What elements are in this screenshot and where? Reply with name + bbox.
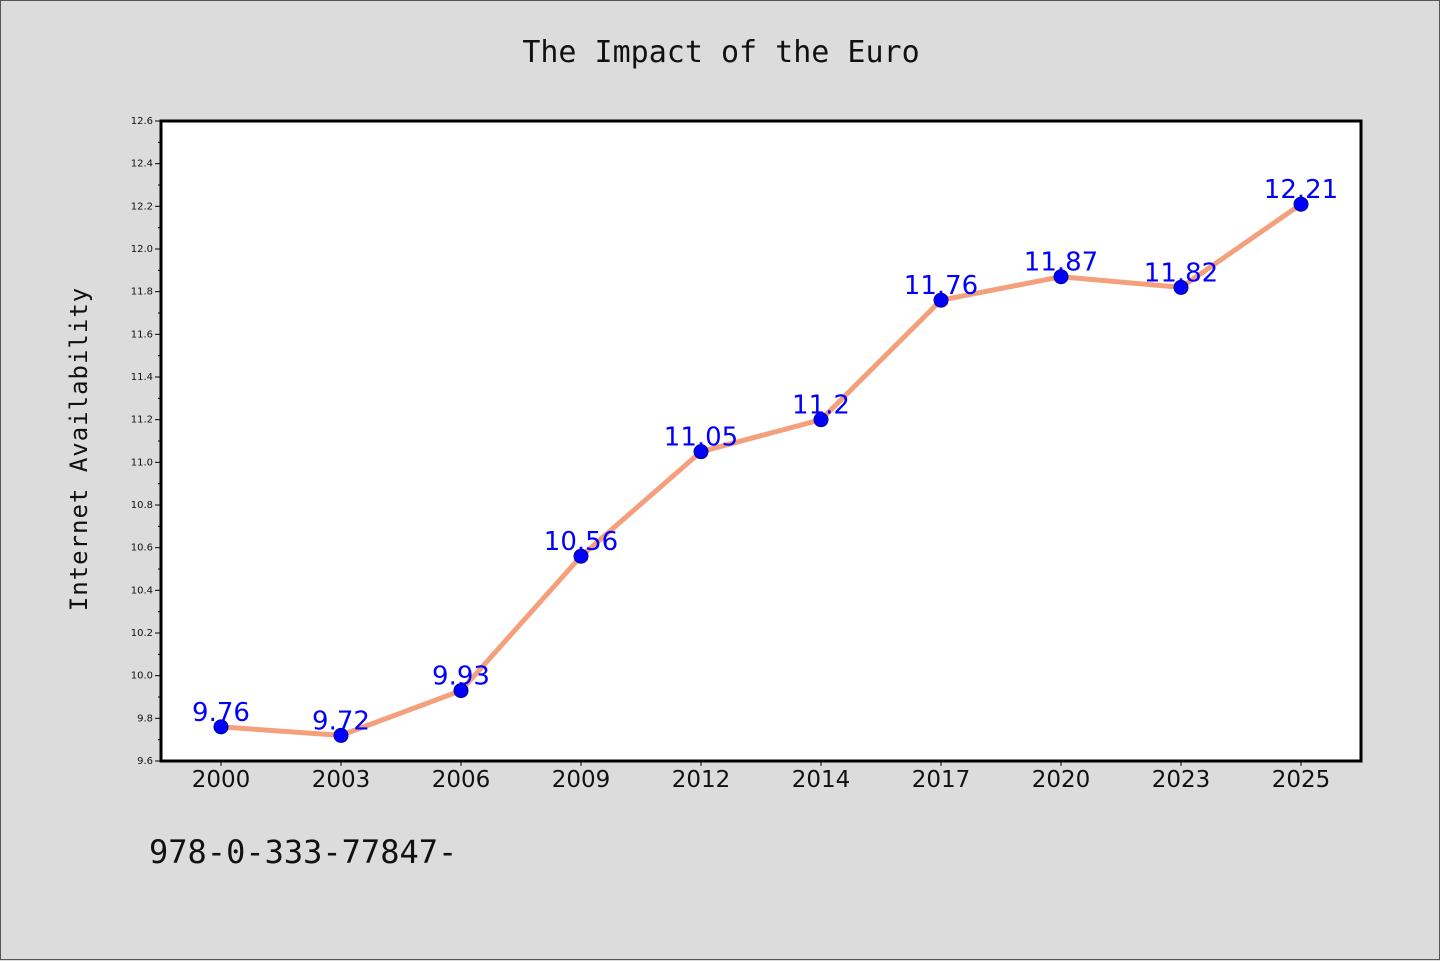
y-tick-label: 10.0 bbox=[131, 671, 153, 682]
x-tick-label: 2014 bbox=[792, 767, 851, 793]
x-tick-label: 2012 bbox=[672, 767, 731, 793]
x-axis: 2000 2003 2006 2009 2012 2014 2017 2020 2023 2025 bbox=[192, 761, 1331, 793]
y-tick-label: 10.4 bbox=[131, 585, 153, 596]
y-tick-label: 9.6 bbox=[137, 756, 153, 767]
data-point bbox=[573, 548, 589, 564]
y-tick-label: 11.2 bbox=[131, 415, 153, 426]
x-tick-label: 2003 bbox=[312, 767, 371, 793]
y-tick-label: 11.8 bbox=[131, 287, 153, 298]
x-tick-label: 2017 bbox=[912, 767, 971, 793]
y-tick-label: 11.6 bbox=[131, 329, 153, 340]
data-point bbox=[453, 683, 469, 699]
y-tick-label: 12.0 bbox=[131, 244, 153, 255]
x-tick-label: 2009 bbox=[552, 767, 611, 793]
data-point bbox=[213, 719, 229, 735]
y-tick-label: 12.4 bbox=[131, 159, 153, 170]
series-group: 9.76 9.72 9.93 10.56 11.05 11.2 11.76 11.87 11.8… bbox=[192, 175, 1338, 743]
x-tick-label: 2023 bbox=[1152, 767, 1211, 793]
x-tick-label: 2020 bbox=[1032, 767, 1091, 793]
y-axis: 9.6 9.8 10.0 10.2 10.4 10.6 10.8 11.0 11.2 11.4 11… bbox=[131, 116, 161, 767]
data-label: 11.05 bbox=[664, 423, 738, 453]
y-tick-label: 10.2 bbox=[131, 628, 153, 639]
data-label: 11.82 bbox=[1144, 258, 1218, 288]
y-tick-label: 12.6 bbox=[131, 116, 153, 127]
data-point bbox=[813, 412, 829, 428]
data-point bbox=[1173, 279, 1189, 295]
series-line bbox=[218, 201, 1304, 738]
plot-area bbox=[159, 119, 1363, 763]
x-tick-label: 2025 bbox=[1272, 767, 1331, 793]
data-point bbox=[333, 727, 349, 743]
data-point bbox=[933, 292, 949, 308]
data-point bbox=[1293, 196, 1309, 212]
chart-title: The Impact of the Euro bbox=[522, 35, 920, 70]
data-label: 12.21 bbox=[1264, 175, 1338, 205]
y-tick-label: 11.4 bbox=[131, 372, 153, 383]
data-label: 9.76 bbox=[192, 698, 250, 728]
data-point bbox=[1053, 269, 1069, 285]
caption-text: 978-0-333-77847- bbox=[149, 833, 458, 871]
data-label: 9.72 bbox=[312, 706, 370, 736]
x-tick-label: 2006 bbox=[432, 767, 491, 793]
data-label: 9.93 bbox=[432, 662, 490, 692]
data-point bbox=[693, 444, 709, 460]
y-tick-label: 10.8 bbox=[131, 500, 153, 511]
y-tick-label: 10.6 bbox=[131, 543, 153, 554]
x-tick-label: 2000 bbox=[192, 767, 251, 793]
y-axis-label: Internet Availability bbox=[65, 287, 93, 611]
data-label: 10.56 bbox=[544, 527, 618, 557]
data-label: 11.2 bbox=[792, 391, 850, 421]
y-tick-label: 12.2 bbox=[131, 201, 153, 212]
data-label: 11.87 bbox=[1024, 248, 1098, 278]
y-tick-label: 9.8 bbox=[137, 713, 153, 724]
data-label: 11.76 bbox=[904, 271, 978, 301]
y-tick-label: 11.0 bbox=[131, 457, 153, 468]
